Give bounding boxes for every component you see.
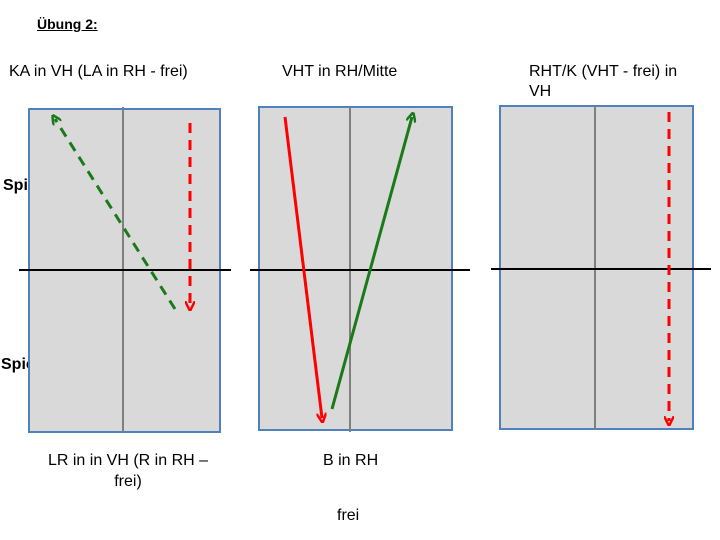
table-2-green-arrow bbox=[330, 117, 412, 410]
drill-2-bottom-label: B in RH bbox=[323, 452, 379, 469]
drill-3-top-label-line2: VH bbox=[529, 83, 552, 100]
table-2-red-arrow bbox=[283, 116, 322, 418]
drill-2-top-label: VHT in RH/Mitte bbox=[282, 63, 398, 80]
drill-3-top-label: RHT/K (VHT - frei) in bbox=[529, 63, 678, 80]
drill-1-bottom-label-line2: frei) bbox=[114, 473, 142, 490]
exercise-heading: Übung 2: bbox=[37, 16, 98, 32]
drill-1-bottom-label: LR in in VH (R in RH – bbox=[47, 452, 209, 469]
table-1-green-dashed-arrow bbox=[55, 119, 177, 310]
table-3-surface bbox=[499, 105, 694, 430]
table-2 bbox=[250, 106, 470, 432]
table-2-surface bbox=[258, 106, 453, 431]
footer-text: frei bbox=[337, 507, 360, 524]
drill-1-top-label: KA in VH (LA in RH - frei) bbox=[9, 63, 188, 80]
table-1 bbox=[19, 107, 231, 433]
table-3 bbox=[491, 105, 711, 430]
